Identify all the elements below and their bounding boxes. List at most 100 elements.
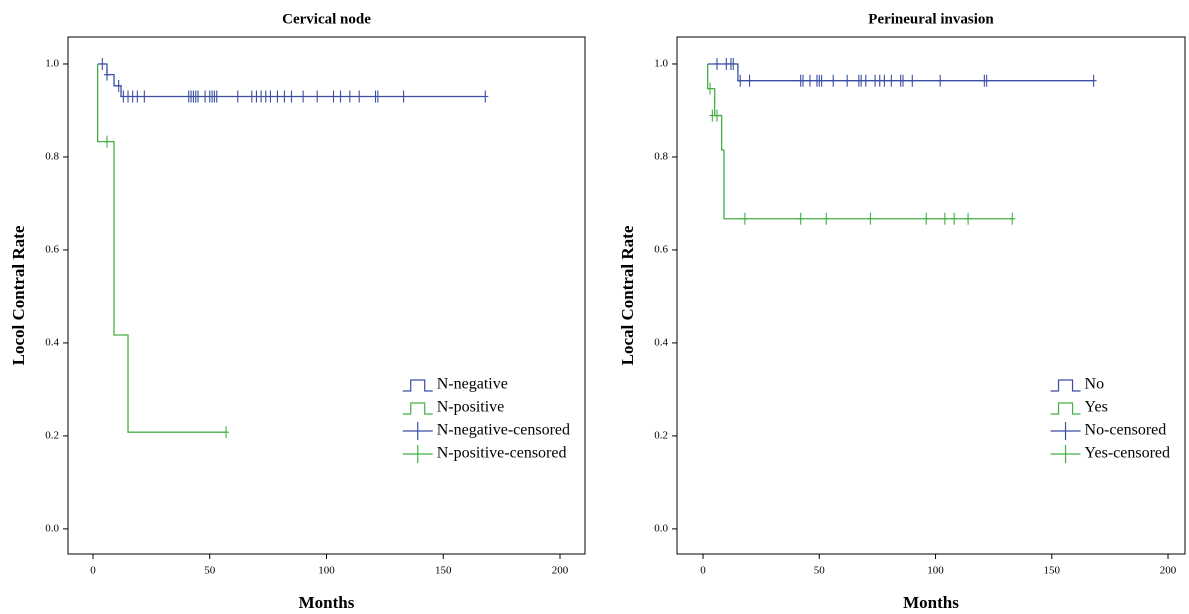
censor-mark (288, 90, 295, 103)
censor-mark (141, 90, 148, 103)
legend-label: N-positive (437, 399, 505, 416)
censor-mark (134, 90, 141, 103)
censor-mark (818, 74, 825, 87)
censor-mark (330, 90, 337, 103)
censor-mark (337, 90, 344, 103)
censor-mark (103, 135, 110, 148)
y-tick-label: 0.8 (45, 150, 59, 162)
chart-title: Perineural invasion (868, 11, 994, 27)
censor-mark (867, 212, 874, 225)
x-tick-label: 200 (1160, 565, 1177, 577)
censor-mark (482, 90, 489, 103)
legend: No Yes No-censored Yes-censored (1050, 376, 1170, 463)
censor-mark (899, 74, 906, 87)
censor-mark (741, 212, 748, 225)
censor-mark (267, 90, 274, 103)
censor-mark (115, 79, 122, 92)
y-axis-label: Local Contral Rate (618, 225, 637, 365)
legend: N-negative N-positive N-negative-censored N… (402, 376, 570, 463)
censor-mark (99, 57, 106, 70)
censor-mark (844, 74, 851, 87)
chart: Perineural invasion Months Local Contral R… (618, 11, 1186, 612)
x-tick-label: 200 (552, 565, 569, 577)
legend-icon (402, 422, 433, 440)
legend-icon (402, 402, 433, 415)
x-axis-label: Months (903, 593, 959, 612)
censor-mark (730, 57, 737, 70)
censor-mark (195, 90, 202, 103)
legend-label: N-negative (437, 376, 508, 393)
y-tick-label: 1.0 (45, 57, 59, 69)
censor-mark (223, 426, 230, 439)
survival-curve (707, 63, 1094, 82)
censor-mark (1090, 74, 1097, 87)
censor-mark (274, 90, 281, 103)
y-tick-label: 0.4 (45, 336, 59, 348)
x-tick-label: 150 (435, 565, 452, 577)
censor-mark (281, 90, 288, 103)
legend-icon (402, 445, 433, 463)
censor-mark (965, 212, 972, 225)
censor-mark (374, 90, 381, 103)
censor-mark (797, 212, 804, 225)
x-axis-label: Months (299, 593, 355, 612)
censor-mark (909, 74, 916, 87)
legend-label: Yes (1085, 399, 1108, 416)
plot-frame (67, 36, 586, 555)
censor-mark (737, 74, 744, 87)
legend-icon (1050, 445, 1081, 463)
censor-mark (888, 74, 895, 87)
censor-mark (800, 74, 807, 87)
x-tick-label: 50 (204, 565, 216, 577)
censor-mark (937, 74, 944, 87)
censor-mark (823, 212, 830, 225)
x-tick-label: 0 (90, 565, 96, 577)
legend-label: N-positive-censored (437, 445, 567, 462)
legend-label: N-negative-censored (437, 422, 570, 439)
y-tick-label: 0.4 (654, 336, 668, 348)
censor-mark (103, 68, 110, 81)
censor-mark (951, 212, 958, 225)
y-tick-label: 0.0 (654, 522, 668, 534)
y-tick-label: 0.0 (45, 522, 59, 534)
y-tick-label: 1.0 (654, 57, 668, 69)
x-tick-label: 0 (700, 565, 706, 577)
y-tick-label: 0.2 (45, 429, 59, 441)
x-tick-label: 50 (814, 565, 826, 577)
y-axis-label: Locol Contral Rate (9, 225, 28, 365)
censor-mark (881, 74, 888, 87)
censor-mark (1009, 212, 1016, 225)
censor-mark (234, 90, 241, 103)
x-tick-label: 150 (1044, 565, 1061, 577)
y-tick-label: 0.8 (654, 150, 668, 162)
censor-mark (346, 90, 353, 103)
y-tick-label: 0.6 (45, 243, 59, 255)
chart: Cervical node Months Locol Contral Rate 0 50… (9, 11, 586, 612)
censor-mark (213, 90, 220, 103)
censor-mark (707, 82, 714, 95)
censor-mark (941, 212, 948, 225)
y-tick-label: 0.2 (654, 429, 668, 441)
plot-frame (676, 36, 1186, 555)
legend-icon (1050, 402, 1081, 415)
legend-label: No (1085, 376, 1105, 393)
censor-mark (983, 74, 990, 87)
censor-mark (400, 90, 407, 103)
survival-curve (707, 63, 1013, 220)
censor-mark (923, 212, 930, 225)
censor-mark (713, 57, 720, 70)
censor-mark (746, 74, 753, 87)
legend-icon (1050, 379, 1081, 392)
censor-mark (830, 74, 837, 87)
legend-label: Yes-censored (1085, 445, 1170, 462)
survival-curve (97, 63, 227, 433)
x-tick-label: 100 (318, 565, 335, 577)
censor-mark (806, 74, 813, 87)
censor-mark (356, 90, 363, 103)
chart-title: Cervical node (282, 11, 371, 27)
survival-curve (97, 63, 486, 98)
legend-icon (1050, 422, 1081, 440)
censor-mark (713, 109, 720, 122)
